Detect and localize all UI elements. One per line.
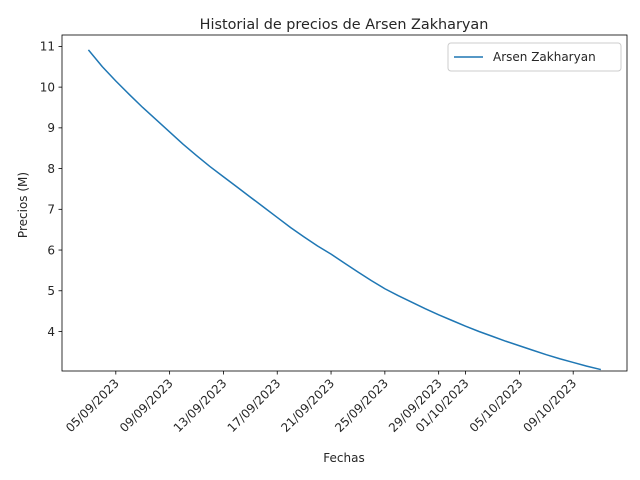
y-tick-label: 7 [47, 203, 55, 217]
y-tick-label: 4 [47, 325, 55, 339]
y-tick-label: 11 [40, 40, 55, 54]
y-axis-label: Precios (M) [16, 172, 30, 238]
y-tick-label: 5 [47, 284, 55, 298]
legend-box [447, 42, 622, 72]
plot-frame [61, 34, 628, 372]
legend-label: Arsen Zakharyan [493, 50, 596, 64]
series-line-0 [87, 49, 602, 371]
legend: Arsen Zakharyan [447, 42, 622, 72]
plot-area [61, 34, 628, 372]
y-tick-label: 6 [47, 243, 55, 257]
y-axis-ticks: 4 5 6 7 8 9 10 11 [40, 40, 62, 339]
y-tick-label: 8 [47, 162, 55, 176]
x-axis-label: Fechas [323, 451, 364, 465]
y-tick-label: 9 [47, 121, 55, 135]
chart-title: Historial de precios de Arsen Zakharyan [200, 17, 489, 33]
y-tick-label: 10 [40, 80, 55, 94]
